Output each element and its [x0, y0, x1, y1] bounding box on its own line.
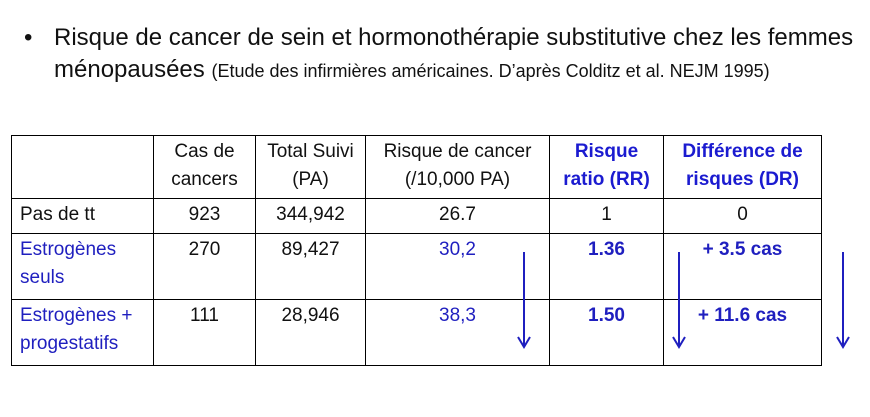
table-row: Pas de tt 923 344,942 26.7 1 0: [11, 198, 822, 234]
row-label: Estrogènes seuls: [11, 233, 154, 300]
title-note: (Etude des infirmières américaines. D’ap…: [211, 61, 770, 81]
cell-rr: 1: [549, 198, 664, 234]
cell-suivi: 89,427: [255, 233, 366, 300]
cell-suivi: 28,946: [255, 299, 366, 366]
table-row: Estrogènes seuls 270 89,427 30,2 1.36 + …: [11, 233, 822, 300]
arrow-down-icon: [517, 252, 531, 349]
cell-cas: 923: [153, 198, 256, 234]
title-main: Risque de cancer de sein et hormonothéra…: [54, 24, 854, 83]
cell-dr: 0: [663, 198, 822, 234]
arrow-down-icon: [836, 252, 850, 349]
cell-risque: 26.7: [365, 198, 550, 234]
bullet-icon: •: [24, 24, 33, 51]
header-suivi: Total Suivi (PA): [255, 135, 366, 199]
cell-risque: 38,3: [365, 299, 550, 366]
cell-dr: + 3.5 cas: [663, 233, 822, 300]
table-row: Estrogènes + progestatifs 111 28,946 38,…: [11, 299, 822, 366]
header-rr: Risque ratio (RR): [549, 135, 664, 199]
header-dr: Différence de risques (DR): [663, 135, 822, 199]
header-empty: [11, 135, 154, 199]
header-cas: Cas de cancers: [153, 135, 256, 199]
cell-cas: 270: [153, 233, 256, 300]
risk-table: Cas de cancers Total Suivi (PA) Risque d…: [11, 135, 822, 366]
header-row: Cas de cancers Total Suivi (PA) Risque d…: [11, 135, 822, 199]
header-risque: Risque de cancer (/10,000 PA): [365, 135, 550, 199]
slide-title: Risque de cancer de sein et hormonothéra…: [54, 22, 854, 87]
arrow-down-icon: [672, 252, 686, 349]
row-label: Pas de tt: [11, 198, 154, 234]
row-label: Estrogènes + progestatifs: [11, 299, 154, 366]
cell-cas: 111: [153, 299, 256, 366]
cell-dr: + 11.6 cas: [663, 299, 822, 366]
cell-rr: 1.36: [549, 233, 664, 300]
cell-suivi: 344,942: [255, 198, 366, 234]
